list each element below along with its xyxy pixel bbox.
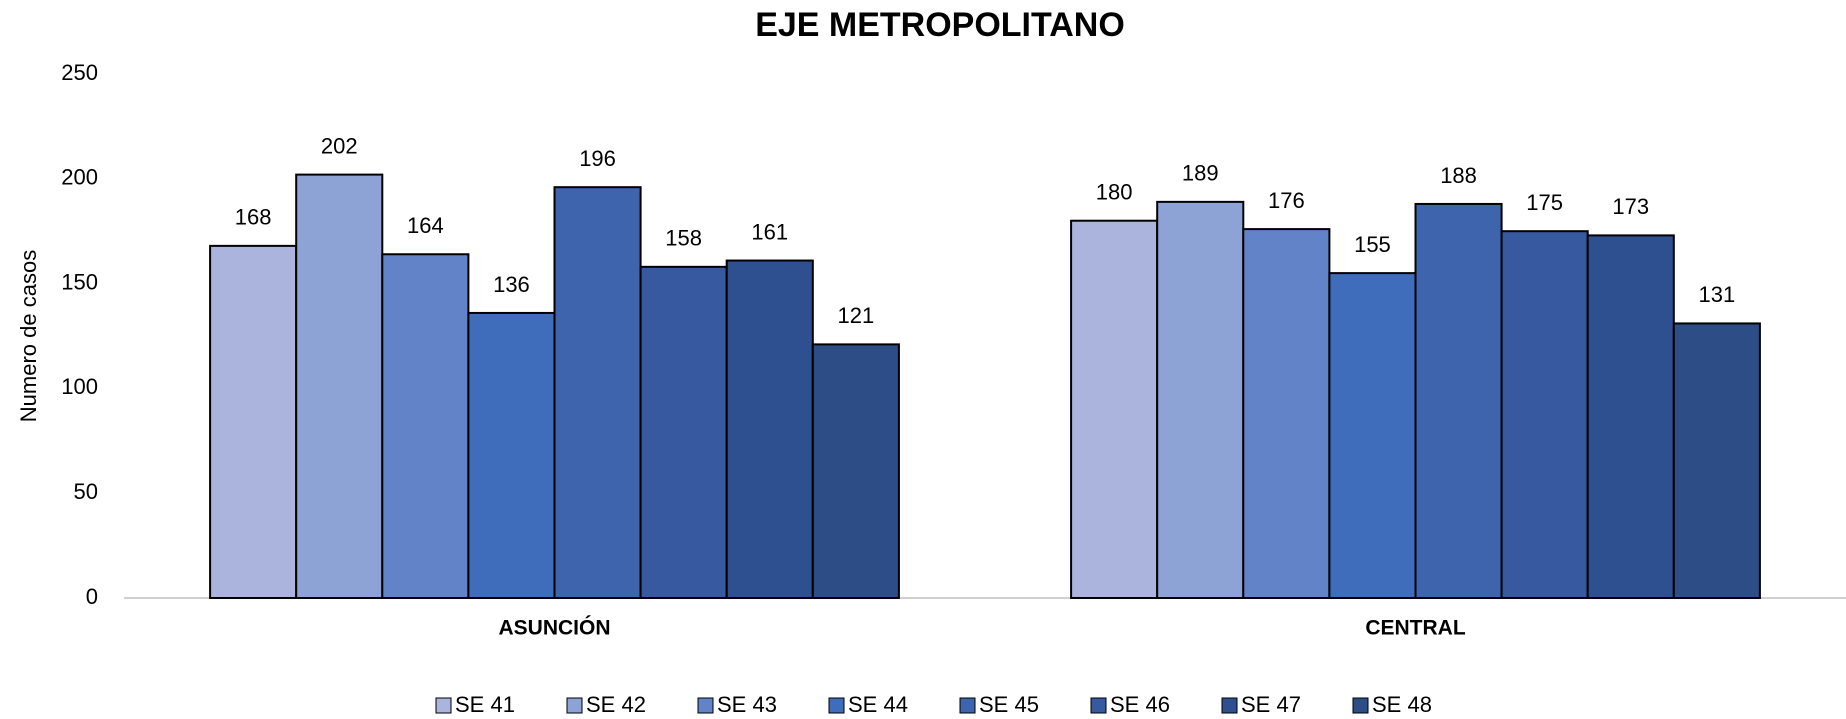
y-tick-label: 100 — [61, 374, 98, 399]
legend-swatch — [566, 697, 583, 714]
x-tick-label: ASUNCIÓN — [498, 616, 610, 640]
x-tick-label: CENTRAL — [1365, 617, 1465, 640]
bar — [1586, 234, 1675, 599]
legend-label: SE 41 — [455, 692, 515, 717]
bar — [295, 173, 384, 599]
data-label: 164 — [407, 213, 444, 238]
data-label: 189 — [1182, 161, 1219, 186]
legend-swatch — [435, 697, 452, 714]
bar — [1242, 228, 1331, 599]
y-tick-label: 250 — [61, 60, 98, 85]
data-label: 158 — [665, 226, 702, 251]
data-label: 175 — [1526, 190, 1563, 215]
y-tick-label: 200 — [61, 165, 98, 190]
chart-title: EJE METROPOLITANO — [755, 6, 1125, 44]
data-label: 173 — [1612, 194, 1649, 219]
data-label: 196 — [579, 146, 616, 171]
legend-label: SE 42 — [586, 692, 646, 717]
legend-label: SE 46 — [1110, 692, 1170, 717]
y-tick-label: 150 — [61, 269, 98, 294]
y-axis-label: Numero de casos — [16, 250, 41, 422]
bar — [1070, 219, 1159, 599]
data-label: 131 — [1698, 282, 1735, 307]
y-tick-label: 0 — [86, 584, 98, 609]
bar — [639, 265, 728, 599]
data-label: 168 — [235, 205, 272, 230]
legend-swatch — [697, 697, 714, 714]
data-label: 161 — [751, 219, 788, 244]
bar — [553, 186, 642, 600]
legend-swatch — [828, 697, 845, 714]
data-label: 176 — [1268, 188, 1305, 213]
legend-label: SE 47 — [1241, 692, 1301, 717]
legend-label: SE 44 — [848, 692, 908, 717]
legend-swatch — [959, 697, 976, 714]
data-label: 155 — [1354, 232, 1391, 257]
data-label: 202 — [321, 133, 358, 158]
bar — [1414, 202, 1503, 599]
bar — [1500, 230, 1589, 599]
bar — [725, 259, 814, 599]
bar — [1156, 200, 1245, 600]
data-label: 188 — [1440, 163, 1477, 188]
bar — [1328, 272, 1417, 599]
bar — [811, 343, 900, 599]
data-label: 180 — [1096, 180, 1133, 205]
legend-swatch — [1090, 697, 1107, 714]
bar — [209, 244, 298, 599]
legend-swatch — [1221, 697, 1238, 714]
data-label: 136 — [493, 272, 530, 297]
data-label: 121 — [837, 303, 874, 328]
legend-label: SE 43 — [717, 692, 777, 717]
y-tick-label: 50 — [74, 479, 98, 504]
bar — [381, 253, 470, 599]
bar — [467, 311, 556, 599]
legend-swatch — [1352, 697, 1369, 714]
bar — [1672, 322, 1761, 599]
legend-label: SE 45 — [979, 692, 1039, 717]
legend-label: SE 48 — [1372, 692, 1432, 717]
